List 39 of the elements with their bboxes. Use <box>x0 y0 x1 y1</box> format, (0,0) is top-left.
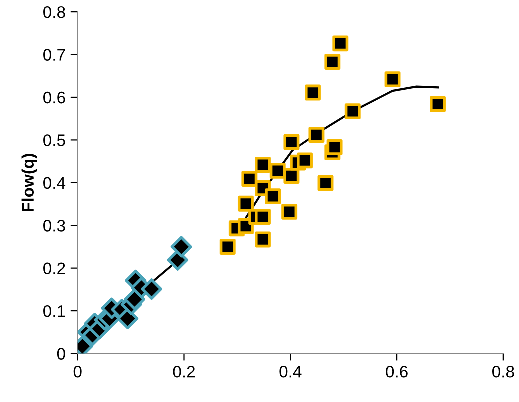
point <box>255 156 271 173</box>
point <box>170 236 192 258</box>
y-axis-title: Flow(q) <box>22 154 38 212</box>
point <box>265 188 282 205</box>
point <box>318 175 334 192</box>
point <box>270 162 286 179</box>
point <box>326 139 343 156</box>
y-tick-label: 0.7 <box>44 49 66 61</box>
point <box>284 168 300 184</box>
point <box>332 36 349 52</box>
y-tick-label: 0.5 <box>44 134 66 146</box>
point <box>117 308 139 330</box>
point <box>308 127 325 144</box>
y-tick-label: 0.6 <box>44 92 66 104</box>
point <box>430 96 446 112</box>
x-tick-label: 0 <box>74 366 82 378</box>
x-tick-label: 0.6 <box>386 366 408 378</box>
point <box>255 232 271 248</box>
y-tick-label: 0.1 <box>44 305 66 318</box>
y-tick-label: 0.2 <box>44 262 66 275</box>
point <box>220 239 236 255</box>
point <box>344 104 361 120</box>
point <box>284 134 300 150</box>
point <box>242 171 258 188</box>
point <box>282 204 298 220</box>
x-tick-label: 0.8 <box>492 366 514 378</box>
point <box>255 209 271 226</box>
point <box>297 152 313 169</box>
y-tick-label: 0.8 <box>44 6 66 18</box>
y-tick-label: 0.4 <box>44 177 66 190</box>
x-tick-label: 0.2 <box>173 366 195 378</box>
point <box>141 278 162 300</box>
point <box>238 196 254 212</box>
point <box>384 72 401 88</box>
y-tick-label: 0 <box>57 348 66 360</box>
x-tick-label: 0.4 <box>280 366 302 378</box>
y-tick-label: 0.3 <box>44 220 66 232</box>
point <box>305 84 321 101</box>
point <box>324 54 341 70</box>
